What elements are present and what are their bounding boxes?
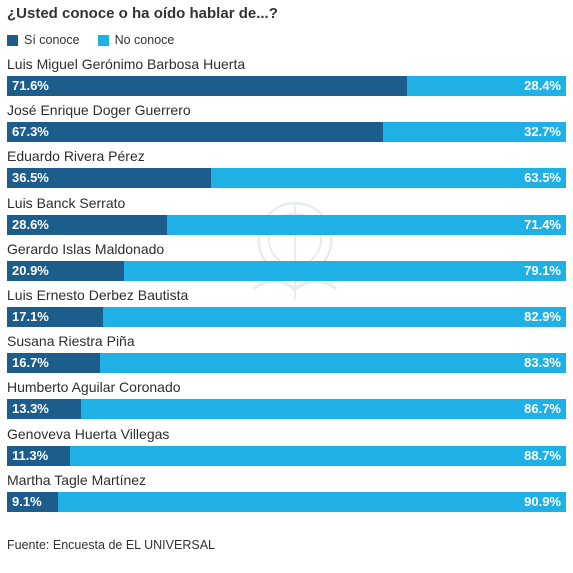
- bar-row: Susana Riestra Piña 16.7% 83.3%: [7, 332, 566, 376]
- stacked-bar: [7, 122, 566, 143]
- data-label-no-conoce: 28.4%: [524, 78, 561, 93]
- bar-segment-no-conoce: [211, 168, 566, 189]
- legend-item-yes: Sí conoce: [7, 33, 80, 47]
- category-label: Genoveva Huerta Villegas: [7, 425, 170, 442]
- legend-label-no: No conoce: [114, 33, 175, 47]
- category-label: Eduardo Rivera Pérez: [7, 148, 145, 165]
- category-label: Luis Ernesto Derbez Bautista: [7, 287, 189, 303]
- data-label-si-conoce: 67.3%: [12, 124, 49, 140]
- bar-segment-si-conoce: [7, 76, 408, 96]
- stacked-bar: [7, 76, 566, 96]
- data-label-si-conoce: 13.3%: [12, 401, 49, 417]
- data-label-no-conoce: 82.9%: [524, 309, 561, 324]
- stacked-bar: [7, 491, 566, 512]
- bar-segment-si-conoce: [7, 399, 82, 420]
- bar-segment-si-conoce: [7, 307, 103, 327]
- bar-row: Eduardo Rivera Pérez 36.5% 63.5%: [7, 147, 566, 191]
- bar-segment-no-conoce: [407, 76, 566, 96]
- stacked-bar: [7, 168, 566, 189]
- data-label-si-conoce: 11.3%: [12, 447, 49, 463]
- chart-title: ¿Usted conoce o ha oído hablar de...?: [7, 5, 278, 22]
- data-label-si-conoce: 9.1%: [12, 493, 42, 509]
- stacked-bar: [7, 353, 566, 374]
- bar-segment-no-conoce: [57, 491, 566, 512]
- source-note: Fuente: Encuesta de EL UNIVERSAL: [7, 538, 215, 552]
- bar-row: Martha Tagle Martínez 9.1% 90.9%: [7, 471, 566, 515]
- data-label-no-conoce: 83.3%: [524, 355, 561, 371]
- bar-segment-no-conoce: [123, 260, 566, 281]
- data-label-si-conoce: 36.5%: [12, 170, 49, 186]
- category-label: José Enrique Doger Guerrero: [7, 102, 191, 119]
- bar-row: Gerardo Islas Maldonado 20.9% 79.1%: [7, 240, 566, 284]
- bar-segment-si-conoce: [7, 491, 58, 512]
- legend-item-no: No conoce: [97, 33, 175, 47]
- legend-swatch-no: [97, 34, 109, 46]
- data-label-no-conoce: 79.1%: [524, 262, 561, 278]
- legend: Sí conoce No conoce: [7, 32, 192, 48]
- stacked-bar: [7, 445, 566, 466]
- stacked-bar: [7, 399, 566, 420]
- legend-label-yes: Sí conoce: [24, 33, 80, 47]
- bar-segment-si-conoce: [7, 445, 71, 466]
- bar-segment-si-conoce: [7, 214, 167, 235]
- bar-segment-si-conoce: [7, 122, 384, 143]
- bar-row: Humberto Aguilar Coronado 13.3% 86.7%: [7, 378, 566, 422]
- bar-row: José Enrique Doger Guerrero 67.3% 32.7%: [7, 101, 566, 145]
- data-label-no-conoce: 86.7%: [524, 401, 561, 417]
- bar-segment-no-conoce: [100, 353, 566, 374]
- bar-segment-no-conoce: [102, 307, 566, 327]
- bar-segment-si-conoce: [7, 260, 124, 281]
- data-label-no-conoce: 71.4%: [524, 216, 561, 232]
- data-label-si-conoce: 28.6%: [12, 216, 49, 232]
- category-label: Luis Miguel Gerónimo Barbosa Huerta: [7, 56, 246, 72]
- legend-swatch-yes: [7, 34, 18, 46]
- bar-segment-no-conoce: [81, 399, 566, 420]
- data-label-no-conoce: 90.9%: [524, 493, 561, 509]
- bar-segment-no-conoce: [70, 445, 566, 466]
- stacked-bar: [7, 260, 566, 281]
- data-label-no-conoce: 32.7%: [524, 124, 561, 140]
- bar-row: Luis Banck Serrato 28.6% 71.4%: [7, 194, 566, 238]
- bar-chart: Luis Miguel Gerónimo Barbosa Huerta 71.6%…: [0, 55, 573, 525]
- category-label: Humberto Aguilar Coronado: [7, 379, 181, 396]
- category-label: Susana Riestra Piña: [7, 333, 135, 350]
- bar-row: Genoveva Huerta Villegas 11.3% 88.7%: [7, 425, 566, 469]
- bar-segment-no-conoce: [166, 214, 566, 235]
- data-label-si-conoce: 71.6%: [12, 78, 49, 93]
- bar-row: Luis Ernesto Derbez Bautista 17.1% 82.9%: [7, 286, 566, 330]
- bar-segment-no-conoce: [383, 122, 566, 143]
- category-label: Luis Banck Serrato: [7, 194, 126, 211]
- category-label: Martha Tagle Martínez: [7, 471, 147, 488]
- stacked-bar: [7, 307, 566, 327]
- bar-segment-si-conoce: [7, 353, 101, 374]
- data-label-no-conoce: 88.7%: [524, 447, 561, 463]
- data-label-si-conoce: 16.7%: [12, 355, 49, 371]
- data-label-si-conoce: 17.1%: [12, 309, 49, 324]
- stacked-bar: [7, 214, 566, 235]
- data-label-no-conoce: 63.5%: [524, 170, 561, 186]
- bar-segment-si-conoce: [7, 168, 212, 189]
- category-label: Gerardo Islas Maldonado: [7, 240, 165, 257]
- data-label-si-conoce: 20.9%: [12, 262, 49, 278]
- bar-row: Luis Miguel Gerónimo Barbosa Huerta 71.6%…: [7, 55, 566, 99]
